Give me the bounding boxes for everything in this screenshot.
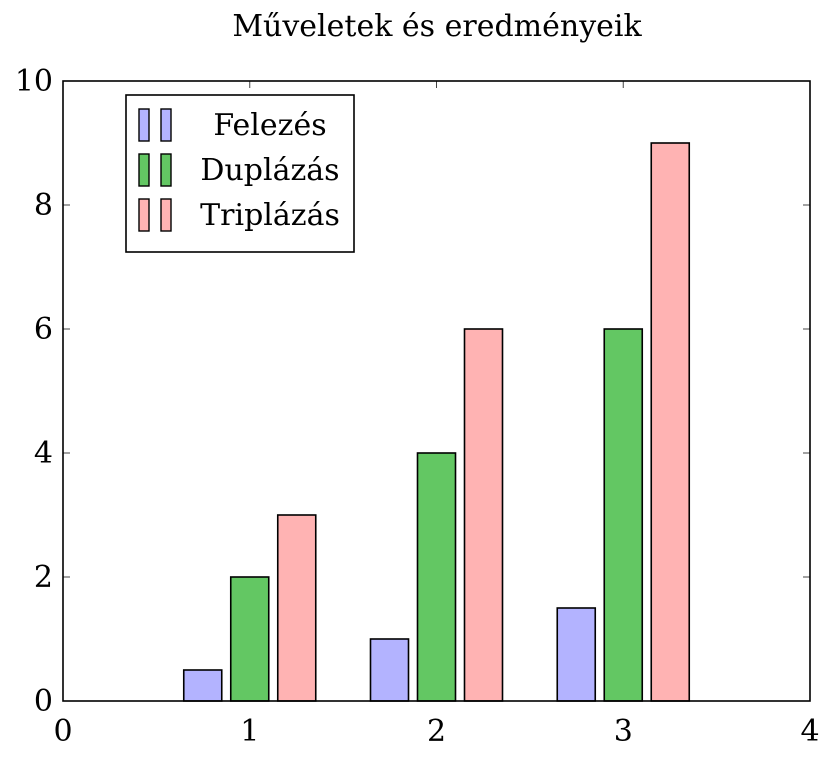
x-tick-label: 0 [53,714,72,749]
bars [182,142,691,702]
y-tick-label: 0 [34,684,53,719]
legend-swatch [138,108,150,142]
x-tick-label: 3 [614,714,633,749]
y-tick-label: 4 [34,436,53,471]
legend: Felezés Duplázás Triplázás [125,94,355,253]
legend-label: Triplázás [200,198,340,233]
bar [229,576,270,702]
x-tick-label: 2 [427,714,446,749]
legend-swatch [160,198,172,232]
legend-swatch [160,108,172,142]
legend-label: Duplázás [200,153,339,188]
bar [603,328,644,702]
bar [556,607,597,702]
y-tick-label: 6 [34,312,53,347]
legend-swatch [138,153,150,187]
bar [650,142,691,702]
y-tick-label: 10 [15,64,53,99]
bar [369,638,410,702]
series-1 [182,607,597,702]
series-2 [229,328,644,702]
bar [463,328,504,702]
bar [182,669,223,702]
x-tick-label: 4 [800,714,819,749]
y-axis: 0 2 4 6 8 10 [15,64,810,719]
legend-swatch [160,153,172,187]
bar [416,452,457,702]
bar [276,514,317,702]
y-tick-label: 8 [34,188,53,223]
series-3 [276,142,691,702]
plot-frame [62,80,811,702]
x-axis: 0 1 2 3 4 [53,81,820,749]
legend-label: Felezés [213,108,326,143]
chart-title: Műveletek és eredményeik [232,9,642,44]
y-tick-label: 2 [34,560,53,595]
x-tick-label: 1 [240,714,259,749]
legend-swatch [138,198,150,232]
